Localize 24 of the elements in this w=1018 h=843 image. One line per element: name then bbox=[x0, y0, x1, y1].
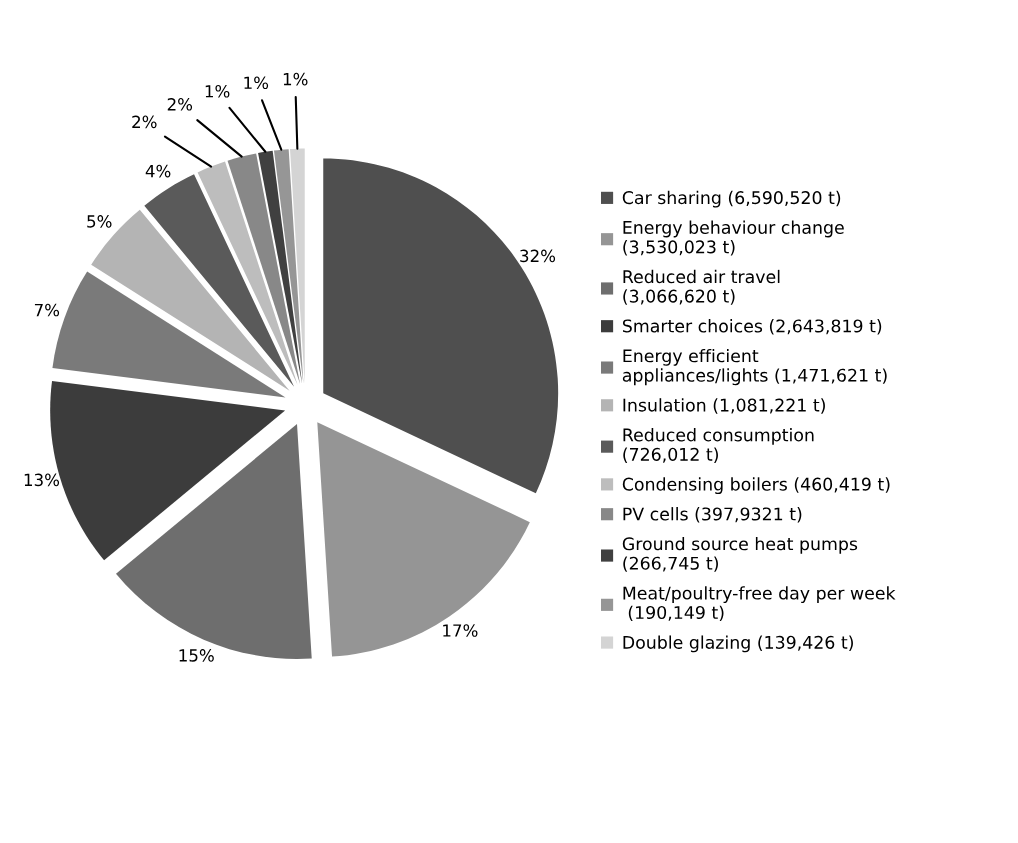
legend-label: Insulation (1,081,221 t) bbox=[623, 398, 825, 414]
legend-label: PV cells (397,9321 t) bbox=[623, 507, 802, 523]
legend-label: Energy efficient appliances/lights (1,471,621 t) bbox=[622, 348, 887, 386]
data-label: 1% bbox=[244, 76, 269, 90]
legend-label: Smarter choices (2,643,819 t) bbox=[622, 319, 882, 335]
data-label: 17% bbox=[443, 624, 478, 637]
data-label: 32% bbox=[520, 249, 556, 263]
data-label: 2% bbox=[132, 115, 157, 129]
legend-label: Car sharing (6,590,520 t) bbox=[622, 190, 841, 208]
legend-label: Meat/poultry-free day per week (190,149 t) bbox=[623, 586, 896, 622]
data-label: 1% bbox=[283, 72, 308, 86]
data-label: 4% bbox=[145, 164, 171, 178]
data-label: 15% bbox=[179, 649, 214, 662]
legend-label: Condensing boilers (460,419 t) bbox=[622, 477, 890, 495]
legend-label: Reduced consumption (726,012 t) bbox=[623, 428, 814, 463]
data-label: 5% bbox=[87, 215, 112, 228]
data-label: 13% bbox=[24, 473, 60, 487]
data-label: 1% bbox=[205, 84, 230, 98]
legend-label: Double glazing (139,426 t) bbox=[623, 635, 853, 653]
legend-label: Ground source heat pumps (266,745 t) bbox=[622, 536, 858, 572]
legend-label: Reduced air travel (3,066,620 t) bbox=[623, 269, 780, 305]
data-label: 7% bbox=[34, 303, 60, 317]
data-label: 2% bbox=[167, 98, 193, 111]
legend-label: Energy behaviour change (3,530,023 t) bbox=[623, 220, 844, 256]
